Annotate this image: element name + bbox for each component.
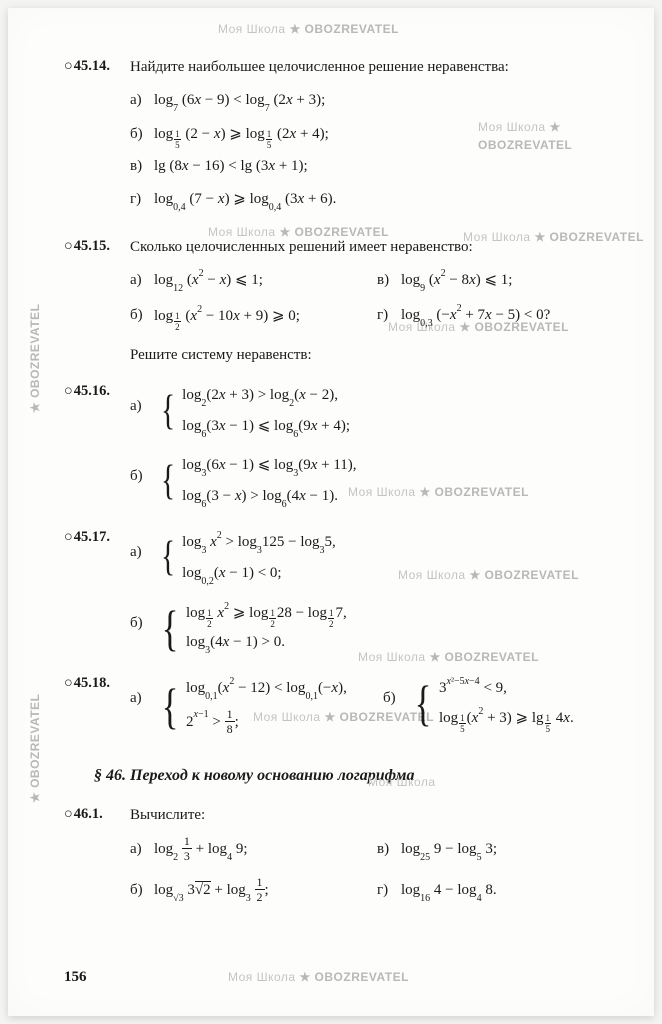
item-b: б) { log3(6x − 1) ⩽ log3(9x + 11), log6(…	[130, 451, 624, 513]
watermark: Моя Школа ★ OBOZREVATEL	[228, 968, 409, 986]
item-row: а)log2 13 + log4 9; в)log25 9 − log5 3;	[130, 836, 624, 863]
problem-body: а) { log2(2x + 3) > log2(x − 2), log6(3x…	[130, 381, 624, 513]
item-d: г)log16 4 − log4 8.	[377, 877, 624, 904]
item-d: г)log0,4 (7 − x) ⩾ log0,4 (3x + 6).	[130, 188, 624, 212]
item-row: а)log12 (x2 − x) ⩽ 1; в)log9 (x2 − 8x) ⩽…	[130, 268, 624, 293]
problem-text: Вычислите:	[130, 804, 624, 827]
problem-46-1: 46.1. Вычислите: а)log2 13 + log4 9; в)l…	[64, 804, 624, 905]
item-b: б) { log12 x2 ⩾ log1228 − log127, log3(4…	[130, 598, 624, 659]
problem-number: 46.1.	[64, 804, 130, 905]
problem-body: Вычислите: а)log2 13 + log4 9; в)log25 9…	[130, 804, 624, 905]
problem-45-14: 45.14. Найдите наибольшее целочисленное …	[64, 56, 624, 222]
problem-body: а) { log0,1(x2 − 12) < log0,1(−x), 2x−1 …	[130, 673, 624, 740]
problem-number: 45.16.	[64, 381, 130, 513]
textbook-page: Моя Школа ★ OBOZREVATEL Моя Школа ★ OBOZ…	[8, 8, 654, 1016]
item-a: а)log2 13 + log4 9;	[130, 836, 377, 863]
problem-body: Сколько целочисленных решений имеет нера…	[130, 236, 624, 329]
item-b: б) { 3x²−5x−4 < 9, log15(x2 + 3) ⩾ lg15 …	[383, 673, 624, 740]
item-b: б)log15 (2 − x) ⩾ log15 (2x + 4);	[130, 123, 624, 146]
problem-body: а) { log3 x2 > log3125 − log35, log0,2(x…	[130, 527, 624, 659]
watermark: ★ OBOZREVATEL	[26, 304, 44, 413]
problem-text: Сколько целочисленных решений имеет нера…	[130, 236, 624, 259]
section-46-title: § 46. Переход к новому основанию логариф…	[94, 764, 624, 788]
item-c: в)log25 9 − log5 3;	[377, 836, 624, 863]
item-a: а)log7 (6x − 9) < log7 (2x + 3);	[130, 89, 624, 113]
item-row: б)log√3 3√2 + log3 12; г)log16 4 − log4 …	[130, 877, 624, 904]
problem-text: Найдите наибольшее целочисленное решение…	[130, 56, 624, 79]
item-row: а) { log0,1(x2 − 12) < log0,1(−x), 2x−1 …	[130, 673, 624, 740]
item-a: а) { log0,1(x2 − 12) < log0,1(−x), 2x−1 …	[130, 673, 371, 740]
page-number: 156	[64, 966, 87, 989]
problem-45-17: 45.17. а) { log3 x2 > log3125 − log35, l…	[64, 527, 624, 659]
item-b: б)log√3 3√2 + log3 12;	[130, 877, 377, 904]
watermark: Моя Школа ★ OBOZREVATEL	[218, 20, 399, 38]
item-row: б)log12 (x2 − 10x + 9) ⩾ 0; г)log0,3 (−x…	[130, 303, 624, 328]
item-a: а) { log2(2x + 3) > log2(x − 2), log6(3x…	[130, 381, 624, 443]
instruction-text: Решите систему неравенств:	[130, 344, 624, 367]
watermark: ★ OBOZREVATEL	[26, 694, 44, 803]
problem-number: 45.14.	[64, 56, 130, 222]
problem-45-18: 45.18. а) { log0,1(x2 − 12) < log0,1(−x)…	[64, 673, 624, 740]
problem-45-16: 45.16. а) { log2(2x + 3) > log2(x − 2), …	[64, 381, 624, 513]
problem-number: 45.17.	[64, 527, 130, 659]
problem-body: Найдите наибольшее целочисленное решение…	[130, 56, 624, 222]
problem-number: 45.15.	[64, 236, 130, 329]
item-c: в)lg (8x − 16) < lg (3x + 1);	[130, 155, 624, 178]
problem-number: 45.18.	[64, 673, 130, 740]
problem-45-15: 45.15. Сколько целочисленных решений име…	[64, 236, 624, 329]
item-a: а) { log3 x2 > log3125 − log35, log0,2(x…	[130, 527, 624, 590]
